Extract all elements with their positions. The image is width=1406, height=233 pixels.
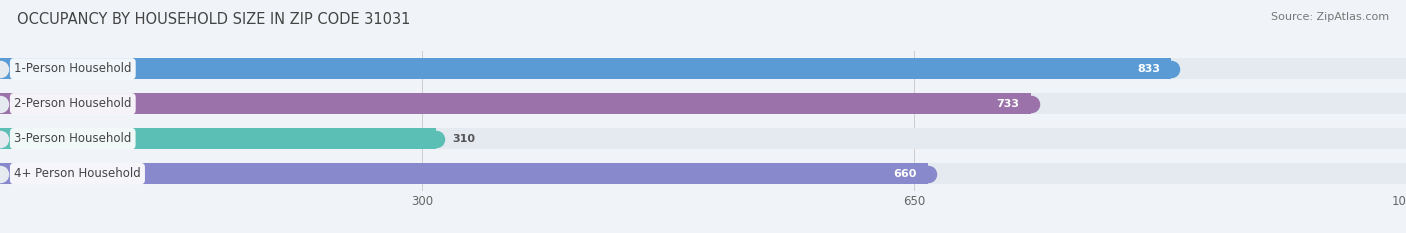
Text: 660: 660 bbox=[893, 169, 917, 178]
Bar bbox=[0, 58, 1171, 79]
Text: 4+ Person Household: 4+ Person Household bbox=[14, 167, 141, 180]
Bar bbox=[0, 58, 1406, 79]
Point bbox=[1160, 67, 1182, 71]
Bar bbox=[0, 163, 928, 184]
Bar bbox=[0, 93, 1406, 114]
Text: 733: 733 bbox=[997, 99, 1019, 109]
Text: 833: 833 bbox=[1137, 64, 1160, 74]
Text: 3-Person Household: 3-Person Household bbox=[14, 132, 131, 145]
Text: 310: 310 bbox=[453, 134, 475, 144]
Bar bbox=[0, 128, 1406, 149]
Text: OCCUPANCY BY HOUSEHOLD SIZE IN ZIP CODE 31031: OCCUPANCY BY HOUSEHOLD SIZE IN ZIP CODE … bbox=[17, 12, 411, 27]
Point bbox=[0, 137, 11, 140]
Point bbox=[1019, 102, 1042, 106]
Point bbox=[1395, 172, 1406, 175]
Bar bbox=[0, 93, 1031, 114]
Point bbox=[0, 67, 11, 71]
Point bbox=[0, 102, 11, 106]
Text: 2-Person Household: 2-Person Household bbox=[14, 97, 132, 110]
Point bbox=[1395, 102, 1406, 106]
Point bbox=[1395, 67, 1406, 71]
Text: Source: ZipAtlas.com: Source: ZipAtlas.com bbox=[1271, 12, 1389, 22]
Text: 1-Person Household: 1-Person Household bbox=[14, 62, 132, 75]
Point bbox=[0, 172, 11, 175]
Bar bbox=[0, 163, 1406, 184]
Point bbox=[425, 137, 447, 140]
Bar bbox=[0, 128, 436, 149]
Point bbox=[1395, 137, 1406, 140]
Point bbox=[917, 172, 939, 175]
